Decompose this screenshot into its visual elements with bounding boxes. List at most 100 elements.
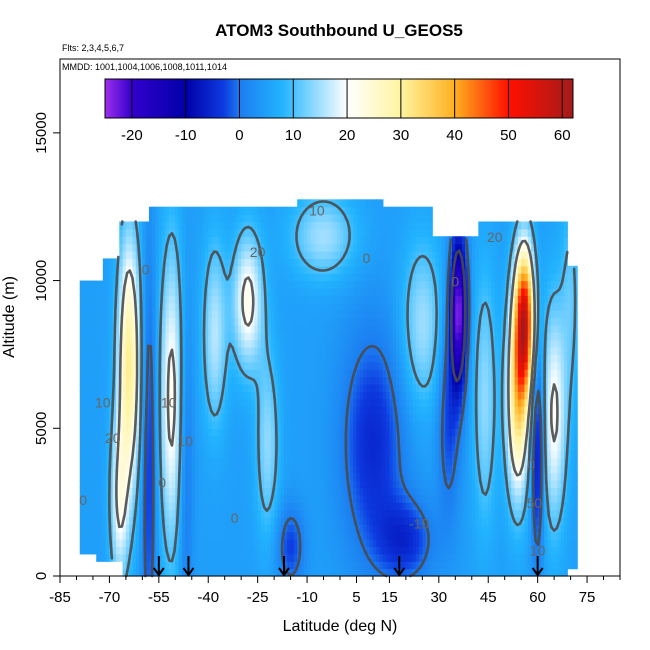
heatmap-cell [168,369,173,378]
heatmap-cell [116,479,120,488]
heatmap-cell [148,258,153,267]
heatmap-cell [231,413,236,422]
heatmap-cell [270,310,275,319]
heatmap-cell [148,561,153,570]
heatmap-cell [353,502,358,511]
heatmap-cell [175,214,180,223]
heatmap-cell [175,287,180,296]
heatmap-cell [231,420,236,429]
heatmap-cell [92,539,97,548]
heatmap-cell [369,398,374,407]
heatmap-cell [145,295,150,304]
heatmap-cell [284,406,288,415]
heatmap-cell [359,546,364,555]
heatmap-cell [376,361,381,370]
heatmap-cell [208,273,213,282]
heatmap-cell [303,487,308,496]
heatmap-cell [277,376,282,385]
heatmap-cell [165,361,170,370]
heatmap-cell [402,561,407,570]
heatmap-cell [260,369,265,378]
heatmap-cell [313,413,318,422]
heatmap-cell [343,243,348,252]
heatmap-cell [396,391,400,400]
heatmap-cell [89,524,94,533]
heatmap-cell [363,502,367,511]
heatmap-cell [405,221,410,230]
heatmap-cell [191,280,196,289]
heatmap-cell [409,310,414,319]
heatmap-cell [366,539,371,548]
heatmap-cell [158,502,163,511]
heatmap-cell [139,472,143,481]
heatmap-cell [162,310,167,319]
heatmap-cell [392,251,397,260]
heatmap-cell [178,546,183,555]
heatmap-cell [363,243,367,252]
heatmap-cell [333,420,338,429]
heatmap-cell [336,561,341,570]
heatmap-cell [241,502,246,511]
heatmap-cell [201,376,206,385]
heatmap-cell [221,243,226,252]
heatmap-cell [346,539,351,548]
heatmap-cell [310,531,315,540]
heatmap-cell [399,531,404,540]
heatmap-cell [158,206,163,215]
heatmap-cell [277,251,282,260]
heatmap-cell [326,568,331,577]
heatmap-cell [119,487,124,496]
heatmap-cell [221,494,226,503]
heatmap-cell [96,317,101,326]
heatmap-cell [396,516,400,525]
heatmap-cell [99,553,104,562]
heatmap-cell [330,457,335,466]
heatmap-cell [152,265,157,274]
heatmap-cell [112,258,117,267]
heatmap-cell [396,502,400,511]
heatmap-cell [241,531,246,540]
heatmap-cell [165,339,170,348]
heatmap-cell [340,324,344,333]
heatmap-cell [330,509,335,518]
heatmap-cell [405,398,410,407]
heatmap-cell [313,406,318,415]
heatmap-cell [293,243,298,252]
heatmap-cell [264,251,269,260]
heatmap-cell [244,361,249,370]
heatmap-cell [379,324,384,333]
heatmap-cell [270,354,275,363]
heatmap-cell [333,568,338,577]
heatmap-cell [392,435,397,444]
heatmap-cell [270,450,275,459]
heatmap-cell [409,450,414,459]
heatmap-cell [366,531,371,540]
heatmap-cell [211,391,216,400]
heatmap-cell [300,265,305,274]
heatmap-cell [247,479,252,488]
heatmap-cell [191,258,196,267]
heatmap-cell [214,287,219,296]
heatmap-cell [237,568,242,577]
heatmap-cell [307,258,311,267]
heatmap-cell [274,221,279,230]
heatmap-cell [297,413,302,422]
heatmap-cell [254,413,259,422]
heatmap-cell [409,206,414,215]
heatmap-cell [316,509,321,518]
heatmap-cell [165,265,170,274]
heatmap-cell [195,553,199,562]
heatmap-cell [96,406,101,415]
heatmap-cell [349,339,354,348]
heatmap-cell [323,354,328,363]
heatmap-cell [260,398,265,407]
heatmap-cell [139,516,143,525]
heatmap-cell [307,214,311,223]
heatmap-cell [106,347,111,356]
heatmap-cell [372,369,377,378]
heatmap-cell [290,553,295,562]
heatmap-cell [260,420,265,429]
heatmap-cell [264,553,269,562]
heatmap-cell [132,258,137,267]
heatmap-cell [343,302,348,311]
